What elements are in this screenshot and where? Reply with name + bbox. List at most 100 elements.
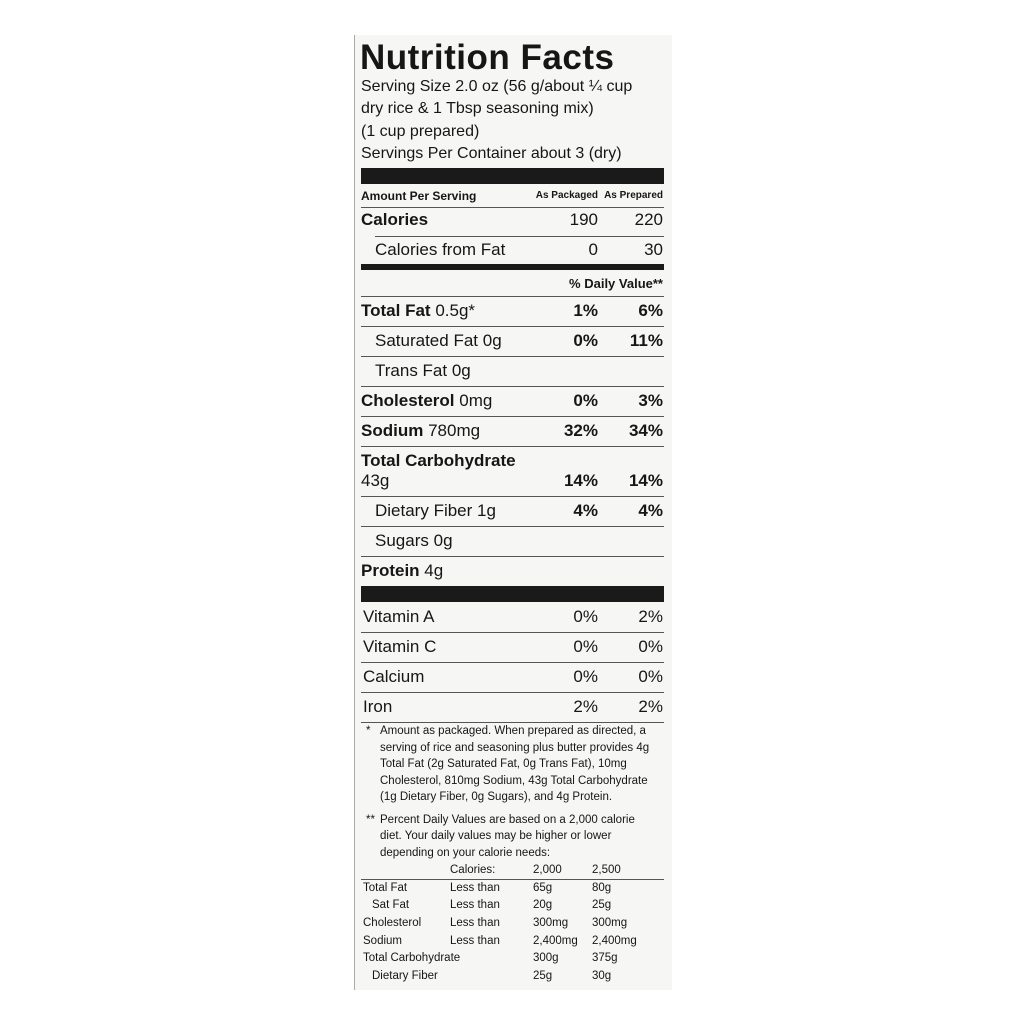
footnote-line: (1g Dietary Fiber, 0g Sugars), and 4g Pr… — [380, 791, 613, 804]
nutrient-name: Total Carbohydrate — [361, 451, 516, 470]
rule — [361, 386, 664, 387]
column-prepared: As Prepared — [604, 190, 663, 201]
nutrient: Protein 4g — [361, 561, 526, 581]
dv-row-value: 65g — [533, 881, 553, 894]
title: Nutrition Facts — [360, 38, 615, 77]
dv-row-value: 300g — [533, 952, 559, 965]
dv-row-value: 300mg — [592, 917, 628, 929]
footnote-line: Cholesterol, 810mg Sodium, 43g Total Car… — [380, 774, 648, 787]
vitamin-packaged: 2% — [573, 697, 598, 716]
nutrient-name: Saturated Fat — [375, 331, 479, 350]
nutrient-packaged: 0% — [573, 391, 598, 410]
nutrient: Total Carbohydrate 43g — [361, 451, 526, 491]
dv-row-qualifier: Less than — [450, 934, 500, 947]
rule — [361, 326, 664, 327]
nutrient-name: Sugars — [375, 531, 429, 550]
dv-row-name: Dietary Fiber — [372, 969, 438, 982]
rule — [361, 722, 664, 723]
dv-row-qualifier: Less than — [450, 917, 500, 929]
nutrient: Dietary Fiber 1g — [375, 501, 540, 521]
nutrient-amount: 0.5g* — [435, 301, 476, 320]
rule — [361, 878, 664, 880]
nutrient: Sugars 0g — [375, 531, 540, 551]
nutrient-name: Dietary Fiber — [375, 501, 473, 520]
column-label: Amount Per Serving — [361, 189, 477, 203]
nutrient-amount: 0mg — [459, 391, 493, 410]
footnote-line: depending on your calorie needs: — [380, 846, 551, 859]
dv-header-value: 2,000 — [533, 863, 562, 876]
dv-header-value: 2,500 — [592, 863, 621, 876]
nutrient-prepared: 4% — [638, 501, 663, 520]
vitamin-prepared: 0% — [638, 637, 663, 656]
rule — [361, 556, 664, 557]
vitamin-packaged: 0% — [573, 667, 598, 686]
dv-row-value: 80g — [592, 881, 612, 894]
dv-row-value: 25g — [592, 899, 612, 912]
footnote-marker: ** — [366, 813, 375, 826]
dv-row-qualifier: Less than — [450, 881, 500, 894]
nutrient-amount: 780mg — [428, 421, 481, 440]
dv-row-value: 2,400mg — [592, 934, 637, 947]
footnote-line: Percent Daily Values are based on a 2,00… — [380, 813, 635, 826]
vitamin-prepared: 2% — [638, 607, 663, 626]
dv-row-qualifier: Less than — [450, 899, 500, 912]
nutrient-packaged: 32% — [563, 421, 598, 440]
dv-row-value: 30g — [592, 969, 612, 982]
footnote-marker: * — [366, 725, 371, 737]
serving-line: Servings Per Container about 3 (dry) — [361, 145, 622, 163]
nutrient-amount: 0g — [482, 331, 502, 350]
nutrient-amount: 1g — [477, 501, 496, 520]
column-packaged: As Packaged — [535, 190, 598, 201]
calories-sub-prepared: 30 — [644, 240, 663, 259]
nutrient: Cholesterol 0mg — [361, 391, 526, 411]
dv-row-value: 300mg — [533, 917, 569, 929]
nutrient-packaged: 14% — [563, 471, 598, 490]
vitamin-packaged: 0% — [573, 607, 598, 626]
nutrient-amount: 43g — [361, 471, 390, 490]
nutrient-amount: 0g — [433, 531, 453, 550]
nutrient-name: Cholesterol — [361, 391, 455, 410]
dv-row-name: Cholesterol — [363, 917, 422, 929]
rule — [361, 662, 664, 663]
serving-line: Serving Size 2.0 oz (56 g/about ¼ cup — [361, 78, 633, 95]
calories-name: Calories — [361, 210, 429, 229]
rule — [361, 446, 664, 447]
rule — [361, 526, 664, 527]
serving-line: dry rice & 1 Tbsp seasoning mix) — [361, 100, 594, 118]
rule — [361, 496, 664, 497]
calories-sub-packaged: 0 — [588, 240, 598, 259]
rule — [361, 632, 664, 633]
dv-row-value: 20g — [533, 899, 553, 912]
rule — [361, 586, 664, 602]
rule — [361, 264, 664, 270]
nutrient-packaged: 4% — [573, 501, 598, 520]
vitamin-name: Iron — [363, 697, 393, 716]
calories-prepared: 220 — [634, 210, 663, 229]
nutrient-name: Protein — [361, 561, 420, 580]
label-panel — [354, 35, 672, 990]
rule — [361, 207, 664, 208]
dv-row-name: Total Fat — [363, 881, 408, 894]
footnote-line: serving of rice and seasoning plus butte… — [380, 741, 650, 754]
nutrient-name: Total Fat — [361, 301, 431, 320]
nutrient-amount: 4g — [424, 561, 444, 580]
vitamin-name: Vitamin A — [363, 607, 435, 626]
nutrient-packaged: 0% — [573, 331, 598, 350]
nutrient-amount: 0g — [451, 361, 471, 380]
nutrient-name: Trans Fat — [375, 361, 448, 380]
dv-row-value: 25g — [533, 969, 553, 982]
dv-row-name: Sat Fat — [372, 899, 410, 912]
rule — [361, 416, 664, 417]
dv-row-value: 2,400mg — [533, 934, 578, 947]
rule — [361, 168, 664, 184]
vitamin-prepared: 2% — [638, 697, 663, 716]
nutrient: Saturated Fat 0g — [375, 331, 540, 351]
footnote-line: diet. Your daily values may be higher or… — [380, 830, 612, 843]
vitamin-name: Calcium — [363, 667, 425, 686]
rule — [361, 356, 664, 357]
nutrient-prepared: 11% — [629, 331, 663, 350]
nutrient-prepared: 6% — [638, 301, 663, 320]
calories-packaged: 190 — [569, 210, 598, 229]
vitamin-prepared: 0% — [638, 667, 663, 686]
nutrient-name: Sodium — [361, 421, 424, 440]
